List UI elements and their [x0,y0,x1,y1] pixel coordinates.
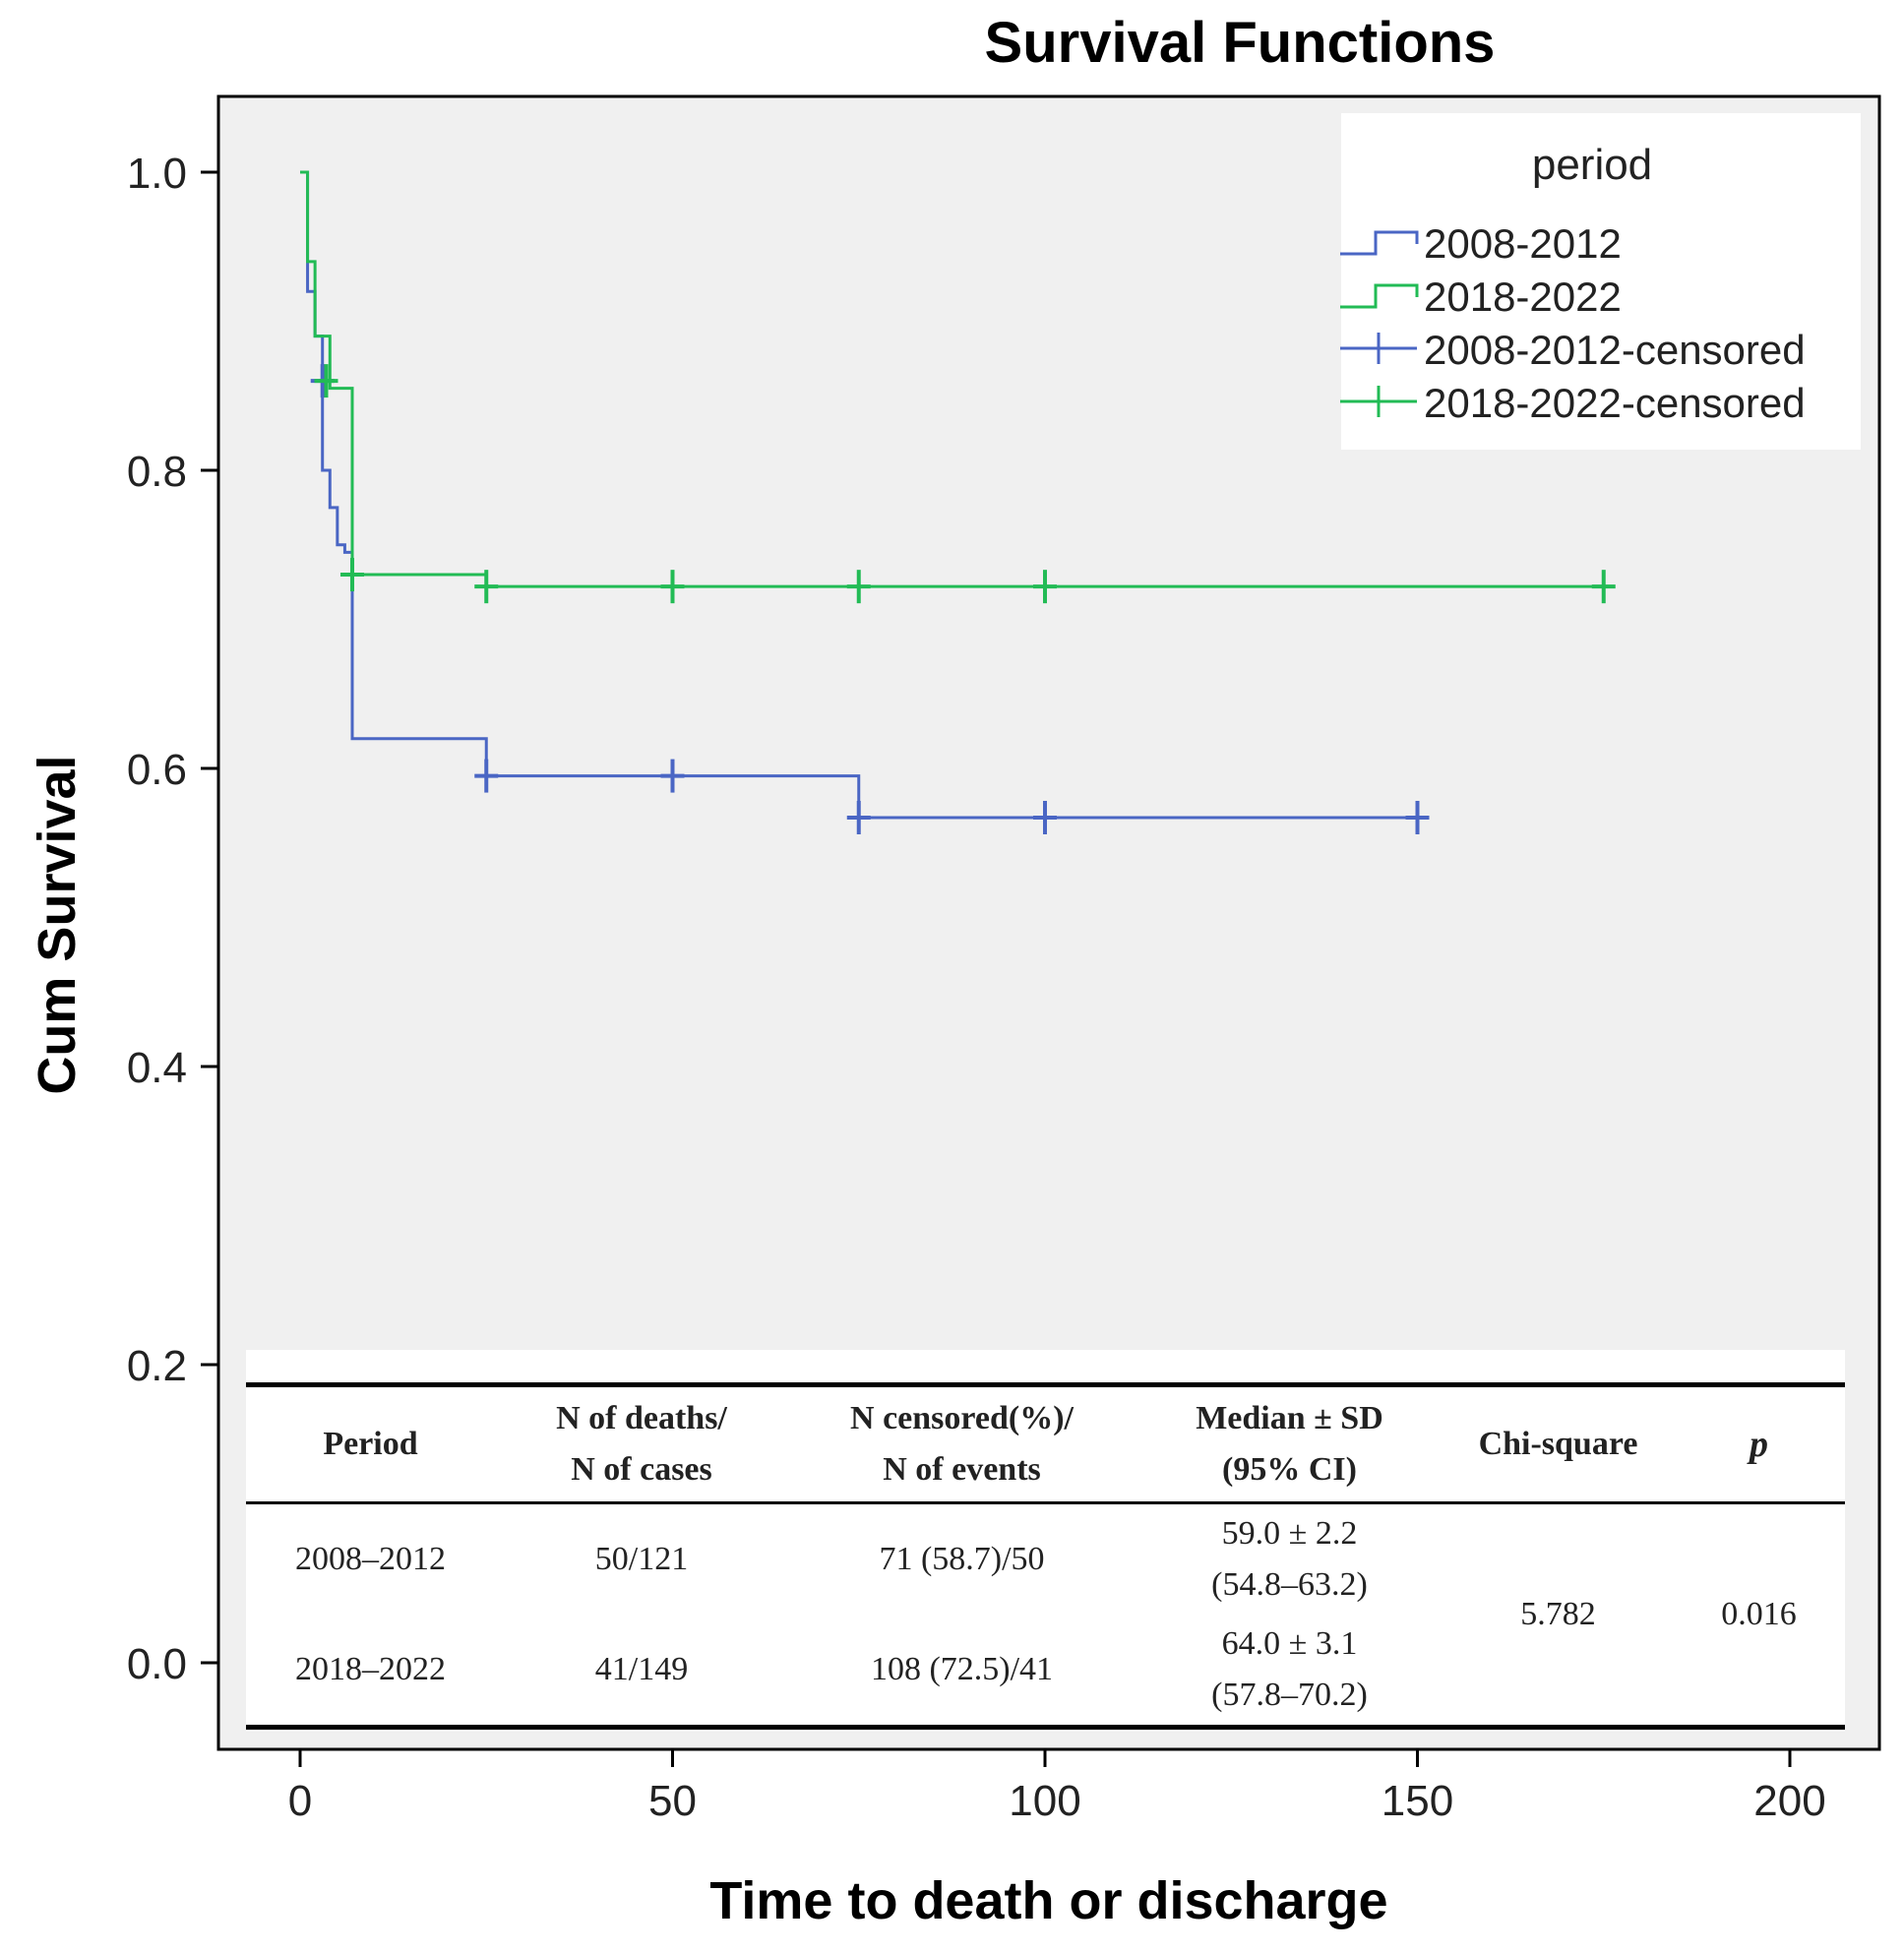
row2-deaths: 41/149 [594,1651,689,1687]
y-axis-label: Cum Survival [28,755,87,1094]
legend-entry: 2018-2022 [1340,274,1622,320]
header-median-line2: (95% CI) [1222,1451,1357,1488]
header-median-line1: Median ± SD [1196,1400,1383,1436]
legend-box [1341,113,1861,450]
censor-mark-2008-2012 [1033,800,1057,834]
stats-table-panel: Period N of deaths/ N of cases N censore… [246,1350,1845,1732]
row2-median-ci: (57.8–70.2) [1211,1677,1368,1713]
chart-title: Survival Functions [985,11,1496,75]
censor-mark-2008-2012 [846,800,871,834]
header-censored-line2: N of events [883,1451,1041,1488]
header-deaths: N of deaths/ N of cases [495,1385,788,1503]
legend-label: 2018-2022 [1424,274,1622,320]
x-tick-label: 150 [1382,1777,1453,1825]
legend-label: 2008-2012 [1424,220,1622,267]
x-axis: 0 50 100 150 200 [288,1749,1826,1825]
header-period: Period [323,1426,418,1462]
legend: period 2008-2012 2018-2022 2008-2012-censo… [1340,113,1861,450]
legend-label: 2008-2012-censored [1424,327,1806,373]
header-censored: N censored(%)/ N of events [788,1385,1136,1503]
legend-entry: 2008-2012-censored [1340,327,1806,373]
row1-deaths: 50/121 [594,1541,689,1577]
p-value: 0.016 [1721,1596,1797,1632]
censor-mark-2018-2022 [474,570,499,604]
y-tick-label: 0.4 [127,1044,187,1092]
header-deaths-line2: N of cases [571,1451,712,1488]
row2-censored: 108 (72.5)/41 [870,1651,1054,1687]
legend-entry: 2018-2022-censored [1340,380,1806,426]
x-tick-label: 0 [288,1777,312,1825]
censor-mark-2018-2022 [660,570,685,604]
x-tick-label: 100 [1009,1777,1080,1825]
row2-period: 2018–2022 [295,1651,446,1687]
table-row: 2018–2022 41/149 108 (72.5)/41 64.0 ± 3.… [246,1615,1845,1728]
row2-median: 64.0 ± 3.1 (57.8–70.2) [1136,1615,1443,1728]
censor-mark-2018-2022 [1591,570,1616,604]
x-tick-label: 50 [648,1777,697,1825]
censor-mark-2018-2022 [846,570,871,604]
legend-entry: 2008-2012 [1340,220,1622,267]
x-tick-label: 200 [1753,1777,1825,1825]
stats-table: Period N of deaths/ N of cases N censore… [246,1382,1845,1730]
y-tick-label: 0.2 [127,1342,187,1390]
censor-mark-2018-2022 [314,364,338,398]
row1-period: 2008–2012 [295,1541,446,1577]
row1-censored: 71 (58.7)/50 [879,1541,1045,1577]
header-censored-line1: N censored(%)/ [850,1400,1074,1436]
censor-mark-2008-2012 [474,759,499,793]
legend-label: 2018-2022-censored [1424,380,1806,426]
x-axis-label: Time to death or discharge [709,1871,1387,1930]
row1-median-ci: (54.8–63.2) [1211,1566,1368,1603]
y-tick-label: 1.0 [127,150,187,198]
censor-mark-2018-2022 [339,558,364,592]
y-tick-label: 0.6 [127,746,187,794]
y-axis: 0.0 0.2 0.4 0.6 0.8 1.0 [127,150,218,1688]
table-row: 2008–2012 50/121 71 (58.7)/50 59.0 ± 2.2… [246,1503,1845,1632]
row2-median-value: 64.0 ± 3.1 [1221,1625,1358,1662]
header-p: p [1750,1424,1768,1465]
series-layer [300,170,1616,834]
row1-median-value: 59.0 ± 2.2 [1221,1515,1358,1552]
legend-title: period [1532,141,1652,189]
chi-square-value: 5.782 [1520,1596,1596,1632]
header-chi-square: Chi-square [1478,1426,1638,1462]
header-median: Median ± SD (95% CI) [1136,1385,1443,1503]
censor-mark-2018-2022 [1033,570,1057,604]
censor-mark-2008-2012 [1405,800,1430,834]
y-tick-label: 0.8 [127,448,187,496]
stats-table-header-row: Period N of deaths/ N of cases N censore… [246,1384,1845,1503]
censor-mark-2008-2012 [660,759,685,793]
header-deaths-line1: N of deaths/ [556,1400,727,1436]
row1-median: 59.0 ± 2.2 (54.8–63.2) [1136,1503,1443,1616]
y-tick-label: 0.0 [127,1640,187,1688]
